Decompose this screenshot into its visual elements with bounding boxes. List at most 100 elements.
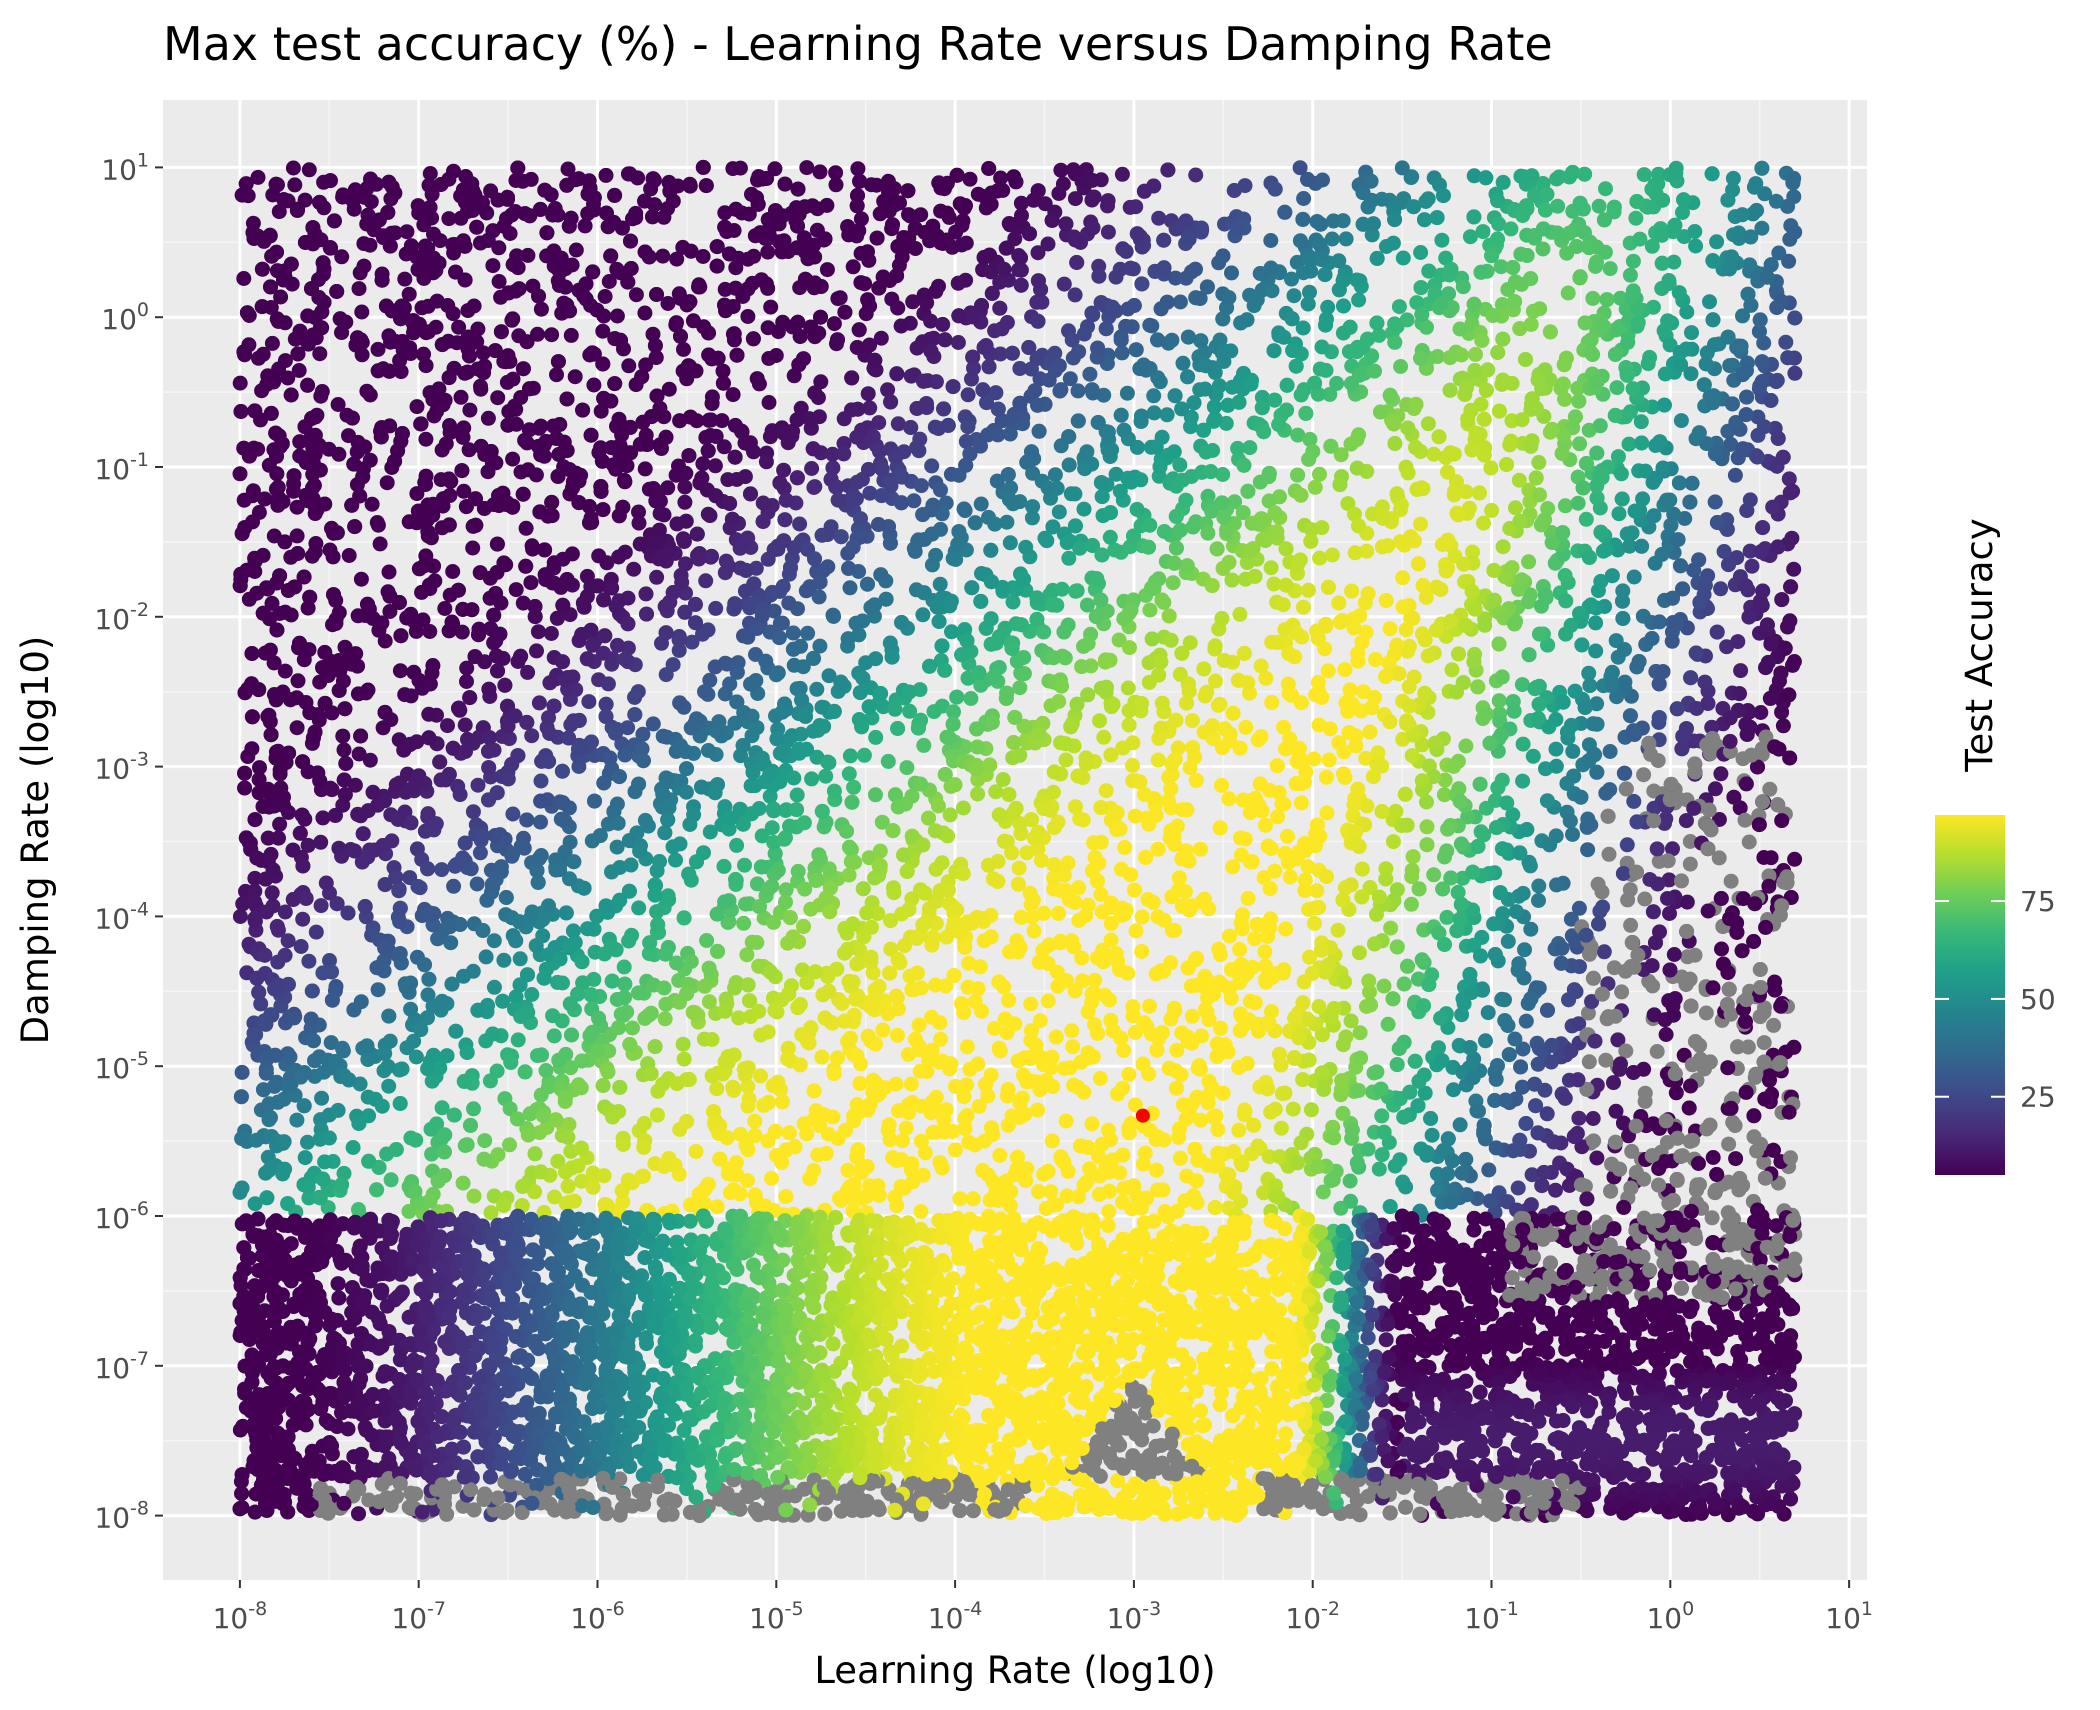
data-point [1396,251,1411,266]
data-point [1150,909,1165,924]
data-point [529,643,544,658]
data-point [1007,231,1022,246]
data-point [1331,923,1346,938]
data-point [252,785,267,800]
data-point [1263,233,1278,248]
data-point [314,1091,329,1106]
data-point [1516,737,1531,752]
data-point [702,994,717,1009]
data-point [1626,254,1641,269]
data-point [1000,1025,1015,1040]
data-point [465,541,480,556]
data-point [1607,960,1622,975]
data-point [1614,984,1629,999]
data-point [1627,570,1642,585]
data-point [786,771,801,786]
data-point [1348,545,1363,560]
data-point [1515,774,1530,789]
data-point [1540,793,1555,808]
data-point [859,906,874,921]
data-point [931,798,946,813]
data-point [1312,551,1327,566]
data-point [534,302,549,317]
data-point [1151,211,1166,226]
data-point [1497,992,1512,1007]
data-point [564,328,579,343]
data-point [787,658,802,673]
data-point [421,529,436,544]
data-point [267,687,282,702]
data-point [1756,850,1771,865]
data-point [1121,681,1136,696]
data-point [511,1032,526,1047]
data-point [1315,340,1330,355]
data-point [890,1028,905,1043]
data-point [302,162,317,177]
data-point [300,1135,315,1150]
data-point [1188,168,1203,183]
data-point [312,346,327,361]
data-point [1241,891,1256,906]
data-point [1295,995,1310,1010]
data-point [1709,234,1724,249]
data-point [1745,559,1760,574]
data-point [1426,447,1441,462]
data-point [1173,295,1188,310]
data-point [1421,191,1436,206]
data-point [1077,502,1092,517]
data-point [1589,255,1604,270]
data-point [1296,191,1311,206]
data-point [740,1173,755,1188]
data-point [1084,1116,1099,1131]
data-point [1638,1086,1653,1101]
data-point [1783,1150,1798,1165]
data-point [913,207,928,222]
data-point [1165,923,1180,938]
data-point [1122,640,1137,655]
data-point [1247,931,1262,946]
data-point [951,335,966,350]
data-point [738,897,753,912]
data-point [1160,407,1175,422]
data-point [1041,994,1056,1009]
data-point [800,626,815,641]
data-point [1059,1114,1074,1129]
data-point [458,718,473,733]
chart-title: Max test accuracy (%) - Learning Rate ve… [163,17,1553,71]
data-point [1549,742,1564,757]
data-point [351,1202,366,1217]
data-point [961,1135,976,1150]
data-point [1301,583,1316,598]
data-point [1697,675,1712,690]
data-point [1429,623,1444,638]
data-point [315,384,330,399]
data-point [278,664,293,679]
data-point [1484,503,1499,518]
data-point [1511,1181,1526,1196]
data-point [915,607,930,622]
data-point [520,665,535,680]
data-point [530,1048,545,1063]
data-point [1205,443,1220,458]
data-point [1585,291,1600,306]
data-point [1468,347,1483,362]
data-point [1145,631,1160,646]
data-point [1270,809,1285,824]
data-point [1612,506,1627,521]
data-point [1728,1151,1743,1166]
data-point [384,1172,399,1187]
data-point [1386,834,1401,849]
data-point [669,252,684,267]
data-point [523,575,538,590]
data-point [1374,1108,1389,1123]
data-point [1405,863,1420,878]
data-point [638,461,653,476]
data-point [1674,873,1689,888]
data-point [290,528,305,543]
data-point [547,1028,562,1043]
data-point [314,898,329,913]
data-point [1549,877,1564,892]
data-point [544,626,559,641]
data-point [1338,1029,1353,1044]
data-point [1070,583,1085,598]
